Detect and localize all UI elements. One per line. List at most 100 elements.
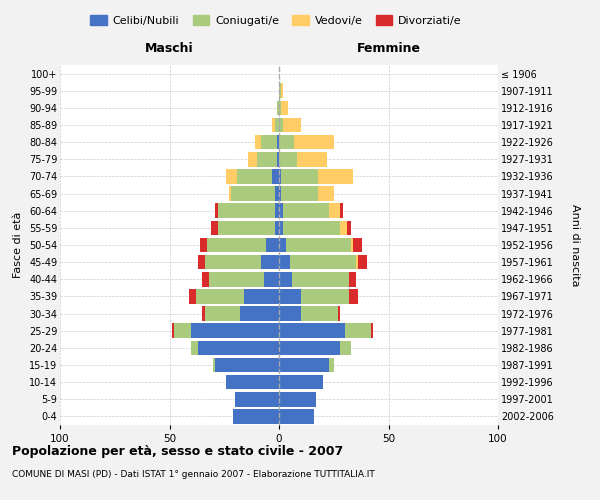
Bar: [281, 100, 288, 115]
Bar: [215, 358, 279, 372]
Bar: [353, 238, 362, 252]
Bar: [279, 289, 301, 304]
Bar: [209, 272, 263, 286]
Bar: [279, 340, 340, 355]
Bar: [279, 100, 281, 115]
Bar: [345, 324, 371, 338]
Text: Femmine: Femmine: [356, 42, 421, 54]
Bar: [279, 84, 281, 98]
Bar: [198, 340, 279, 355]
Bar: [191, 340, 198, 355]
Bar: [338, 306, 340, 321]
Bar: [281, 84, 283, 98]
Bar: [279, 358, 329, 372]
Bar: [275, 220, 279, 235]
Bar: [172, 324, 174, 338]
Bar: [296, 152, 327, 166]
Bar: [279, 409, 314, 424]
Bar: [189, 289, 196, 304]
Bar: [229, 186, 231, 201]
Bar: [235, 392, 279, 406]
Bar: [356, 255, 358, 270]
Bar: [283, 220, 340, 235]
Bar: [214, 358, 215, 372]
Bar: [239, 306, 279, 321]
Bar: [211, 220, 218, 235]
Bar: [275, 118, 279, 132]
Bar: [295, 135, 334, 150]
Bar: [262, 255, 279, 270]
Bar: [347, 220, 351, 235]
Bar: [226, 375, 279, 390]
Bar: [340, 204, 343, 218]
Bar: [358, 255, 367, 270]
Bar: [198, 255, 205, 270]
Bar: [279, 204, 283, 218]
Bar: [202, 306, 205, 321]
Bar: [174, 324, 191, 338]
Bar: [205, 255, 262, 270]
Bar: [279, 186, 281, 201]
Bar: [279, 272, 292, 286]
Bar: [301, 289, 349, 304]
Y-axis label: Anni di nascita: Anni di nascita: [571, 204, 580, 286]
Bar: [286, 238, 351, 252]
Bar: [275, 204, 279, 218]
Bar: [340, 340, 351, 355]
Bar: [371, 324, 373, 338]
Bar: [279, 152, 296, 166]
Bar: [215, 204, 218, 218]
Bar: [277, 135, 279, 150]
Bar: [272, 118, 275, 132]
Text: COMUNE DI MASI (PD) - Dati ISTAT 1° gennaio 2007 - Elaborazione TUTTITALIA.IT: COMUNE DI MASI (PD) - Dati ISTAT 1° genn…: [12, 470, 375, 479]
Bar: [279, 220, 283, 235]
Bar: [277, 100, 279, 115]
Bar: [226, 169, 238, 184]
Bar: [290, 255, 356, 270]
Y-axis label: Fasce di età: Fasce di età: [13, 212, 23, 278]
Bar: [263, 272, 279, 286]
Bar: [340, 220, 347, 235]
Bar: [329, 204, 340, 218]
Bar: [266, 238, 279, 252]
Bar: [275, 186, 279, 201]
Bar: [255, 135, 262, 150]
Text: Maschi: Maschi: [145, 42, 194, 54]
Bar: [283, 118, 301, 132]
Bar: [279, 238, 286, 252]
Bar: [281, 169, 319, 184]
Bar: [301, 306, 338, 321]
Bar: [238, 169, 272, 184]
Bar: [248, 152, 257, 166]
Bar: [272, 169, 279, 184]
Bar: [262, 135, 277, 150]
Bar: [196, 289, 244, 304]
Bar: [231, 186, 275, 201]
Bar: [257, 152, 277, 166]
Bar: [279, 392, 316, 406]
Bar: [279, 118, 283, 132]
Bar: [283, 204, 329, 218]
Bar: [279, 169, 281, 184]
Bar: [233, 409, 279, 424]
Bar: [349, 272, 356, 286]
Legend: Celibi/Nubili, Coniugati/e, Vedovi/e, Divorziati/e: Celibi/Nubili, Coniugati/e, Vedovi/e, Di…: [86, 10, 466, 30]
Text: Popolazione per età, sesso e stato civile - 2007: Popolazione per età, sesso e stato civil…: [12, 445, 343, 458]
Bar: [349, 289, 358, 304]
Bar: [279, 255, 290, 270]
Bar: [218, 220, 275, 235]
Bar: [207, 238, 266, 252]
Bar: [205, 306, 239, 321]
Bar: [279, 375, 323, 390]
Bar: [202, 272, 209, 286]
Bar: [279, 306, 301, 321]
Bar: [244, 289, 279, 304]
Bar: [277, 152, 279, 166]
Bar: [319, 169, 353, 184]
Bar: [200, 238, 207, 252]
Bar: [218, 204, 275, 218]
Bar: [292, 272, 349, 286]
Bar: [279, 135, 295, 150]
Bar: [319, 186, 334, 201]
Bar: [281, 186, 319, 201]
